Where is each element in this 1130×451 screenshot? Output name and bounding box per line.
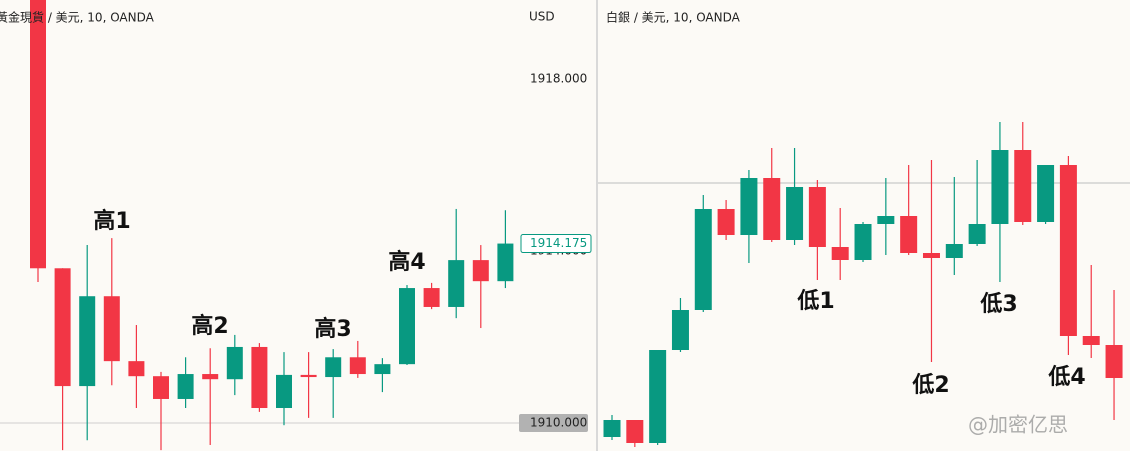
last-price-label: 1914.175 [530,236,587,250]
candle-body [497,243,514,282]
annotation: 低1 [796,289,834,314]
candle-body [103,296,120,362]
candle-body [968,224,986,244]
candle-body [854,224,872,260]
candle-body [79,296,96,387]
overlay: 黃金現貨 / 美元, 10, OANDA USD 白銀 / 美元, 10, OA… [0,10,1086,437]
tick-label-box [519,414,588,433]
candle-body [325,357,342,378]
annotation: 高2 [191,313,228,339]
candle-body [300,374,317,378]
annotation: 低4 [1047,365,1085,390]
candle-body [448,260,465,307]
candle-body [740,178,758,235]
axis-label: USD [529,10,555,24]
candle-body [786,187,804,240]
divider [596,0,598,451]
y-tick-label: 1918.000 [530,72,587,86]
candle-body [349,357,366,375]
panel-left [0,0,596,451]
candle-body [1105,345,1123,378]
last-price-box [520,234,592,254]
candle-body [399,288,415,365]
candle-body [991,150,1009,224]
candle-body [945,244,963,258]
plot-left [0,0,520,451]
y-tick-label: 1910.000 [530,416,587,430]
candle-body [649,350,667,443]
candle-body [626,420,644,443]
candle-body [717,209,735,235]
candle-body [177,374,194,399]
annotation: 高3 [314,316,351,342]
chart-title: 黃金現貨 / 美元, 10, OANDA [0,10,155,25]
annotation: 高4 [388,249,425,275]
candle-body [251,346,268,409]
candle-body [276,374,292,409]
candle-body [1037,165,1055,222]
watermark: @加密亿思 [968,413,1068,437]
annotation: 低2 [911,373,949,398]
candle-body [671,310,689,350]
candle-body [202,374,219,380]
candle-body [1014,150,1032,222]
candle-body [374,364,391,375]
candle-body [1059,165,1077,336]
candle-body [808,187,826,247]
candle-body [128,361,145,377]
candle-body [153,376,169,399]
candle-body [831,247,849,260]
candle-body [472,260,489,282]
candle-body [54,268,71,387]
candle-body [603,420,621,437]
candle-body [694,209,712,310]
candle-body [877,216,895,224]
annotation: 高1 [93,208,130,234]
candle-body [423,288,440,307]
candle-body [226,346,243,380]
candle-body [900,216,918,253]
annotation: 低3 [979,292,1017,317]
chart-title: 白銀 / 美元, 10, OANDA [606,10,741,25]
candle-body [30,0,46,269]
plot-right [598,122,1130,447]
candle-body [922,253,940,258]
candle-body [1082,336,1100,345]
candle-body [763,178,781,240]
